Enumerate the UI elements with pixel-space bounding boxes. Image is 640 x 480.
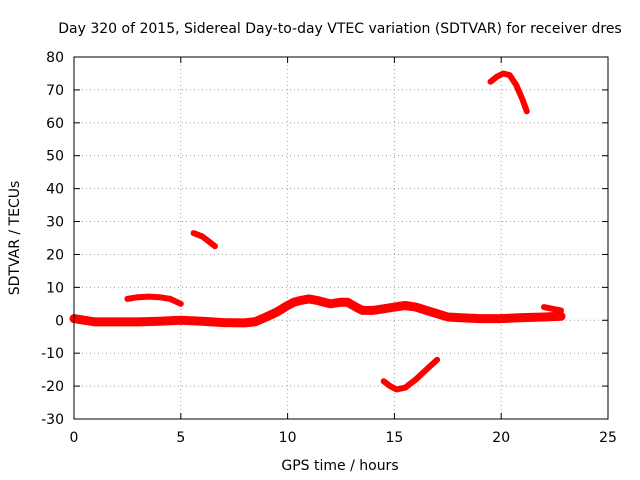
x-tick-label: 0: [70, 430, 79, 446]
x-axis-label: GPS time / hours: [281, 458, 398, 474]
y-tick-label: 70: [46, 83, 64, 99]
x-tick-label: 25: [599, 430, 617, 446]
y-tick-label: -30: [41, 412, 64, 428]
series-seg-25: [190, 230, 218, 250]
y-tick-label: 30: [46, 215, 64, 231]
series-late-short: [540, 304, 564, 314]
plot-frame: [73, 56, 609, 420]
series-arc-low: [124, 293, 184, 307]
y-tick-label: 80: [46, 50, 64, 66]
y-tick-label: -10: [41, 346, 64, 362]
series-arc-high: [487, 70, 530, 115]
x-tick-label: 5: [176, 430, 185, 446]
y-tick-label: 40: [46, 182, 64, 198]
data-series: [69, 70, 566, 393]
y-tick-label: 10: [46, 280, 64, 296]
series-baseline-2: [454, 311, 566, 324]
y-tick-label: 0: [55, 313, 64, 329]
series-dip: [380, 356, 441, 393]
x-tick-label: 10: [279, 430, 297, 446]
y-tick-label: 20: [46, 247, 64, 263]
x-tick-label: 15: [385, 430, 403, 446]
series-midday-rise: [261, 294, 463, 323]
y-tick-label: -20: [41, 379, 64, 395]
axis-ticks: 0 5 10 15 20 25 -30 -20 -10 0 10 20 30 40 50 60 70 80: [41, 50, 617, 446]
y-axis-label: SDTVAR / TECUs: [7, 181, 23, 296]
y-tick-label: 50: [46, 149, 64, 165]
x-tick-label: 20: [492, 430, 510, 446]
y-tick-label: 60: [46, 116, 64, 132]
series-baseline-1: [69, 312, 271, 328]
chart-title: Day 320 of 2015, Sidereal Day-to-day VTE…: [58, 21, 621, 37]
